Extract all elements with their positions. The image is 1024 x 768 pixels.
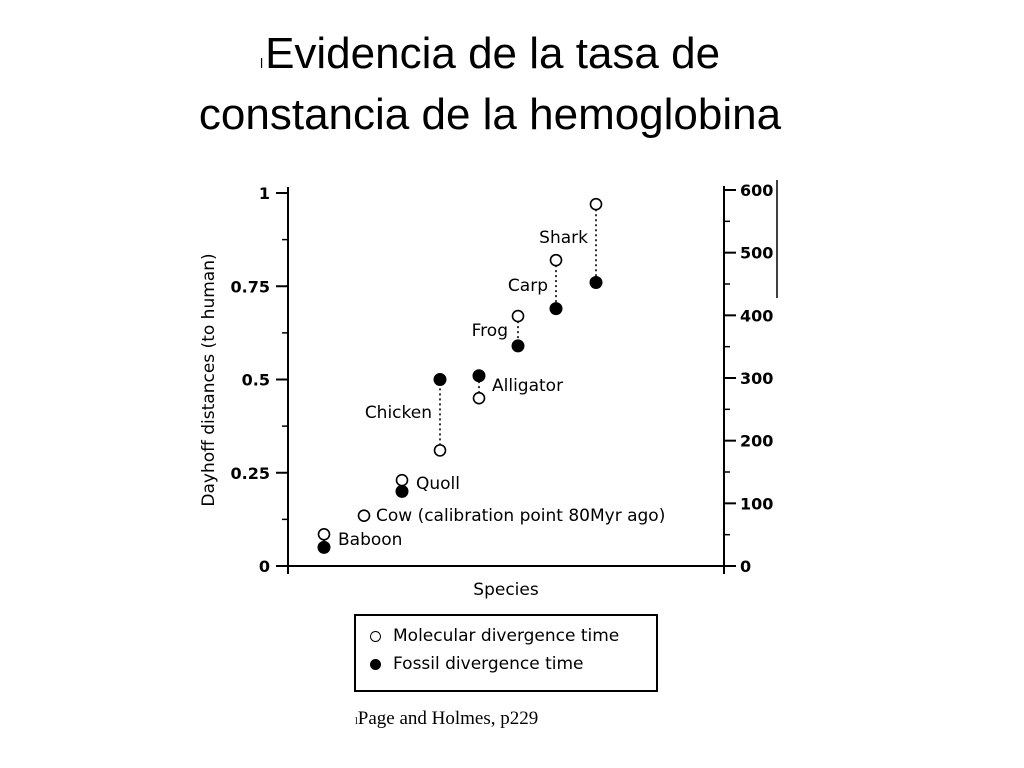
point-label: Cow (calibration point 80Myr ago) xyxy=(376,506,665,526)
y2-tick-label: 300 xyxy=(740,369,773,388)
y2-tick-label: 600 xyxy=(740,181,773,200)
chart-legend: Molecular divergence time Fossil diverge… xyxy=(354,614,658,692)
source-bullet: l xyxy=(355,716,358,727)
y2-tick-label: 400 xyxy=(740,306,773,325)
molecular-point xyxy=(472,391,486,405)
fossil-point xyxy=(317,540,331,554)
point-label: Baboon xyxy=(338,530,402,550)
legend-item-molecular: Molecular divergence time xyxy=(370,626,619,646)
fossil-point xyxy=(511,339,525,353)
slide-title: lEvidencia de la tasa de constancia de l… xyxy=(60,28,920,141)
molecular-point xyxy=(395,473,409,487)
y2-tick-label: 0 xyxy=(740,557,751,576)
molecular-point xyxy=(511,309,525,323)
point-label: Shark xyxy=(539,228,588,248)
fossil-point xyxy=(589,276,603,290)
title-text-1: Evidencia de la tasa de xyxy=(265,29,721,78)
point-label: Frog xyxy=(472,321,508,341)
y2-tick-label: 200 xyxy=(740,432,773,451)
title-bullet: l xyxy=(259,55,264,71)
fossil-point xyxy=(433,373,447,386)
source-citation: lPage and Holmes, p229 xyxy=(355,708,538,730)
molecular-point xyxy=(549,253,563,267)
filled-circle-icon xyxy=(370,658,381,670)
fossil-point xyxy=(395,484,409,498)
x-axis-title: Species xyxy=(473,580,539,600)
title-line-2: constancia de la hemoglobina xyxy=(198,90,782,139)
fossil-point xyxy=(549,302,563,316)
y-tick-label: 0.5 xyxy=(242,371,270,390)
y-tick-label: 0 xyxy=(259,557,270,576)
molecular-point xyxy=(357,509,371,522)
point-label: Quoll xyxy=(416,474,460,494)
y-tick-label: 1 xyxy=(259,184,270,203)
molecular-point xyxy=(317,527,331,541)
open-circle-icon xyxy=(370,630,381,642)
source-text: Page and Holmes, p229 xyxy=(357,708,539,729)
molecular-point xyxy=(589,197,603,211)
legend-label-fossil: Fossil divergence time xyxy=(393,654,584,674)
legend-label-molecular: Molecular divergence time xyxy=(393,626,620,646)
molecular-point xyxy=(433,444,447,457)
y2-tick-label: 500 xyxy=(740,244,773,263)
legend-item-fossil: Fossil divergence time xyxy=(370,654,584,674)
y-tick-label: 0.25 xyxy=(231,464,270,483)
point-label: Chicken xyxy=(365,403,432,423)
fossil-point xyxy=(472,369,486,383)
y-tick-label: 0.75 xyxy=(231,277,270,296)
y-axis-title: Dayhoff distances (to human) xyxy=(199,253,219,506)
title-line-1: lEvidencia de la tasa de xyxy=(60,28,920,89)
y2-tick-label: 100 xyxy=(740,494,773,513)
point-label: Carp xyxy=(508,276,548,296)
point-label: Alligator xyxy=(492,376,563,396)
